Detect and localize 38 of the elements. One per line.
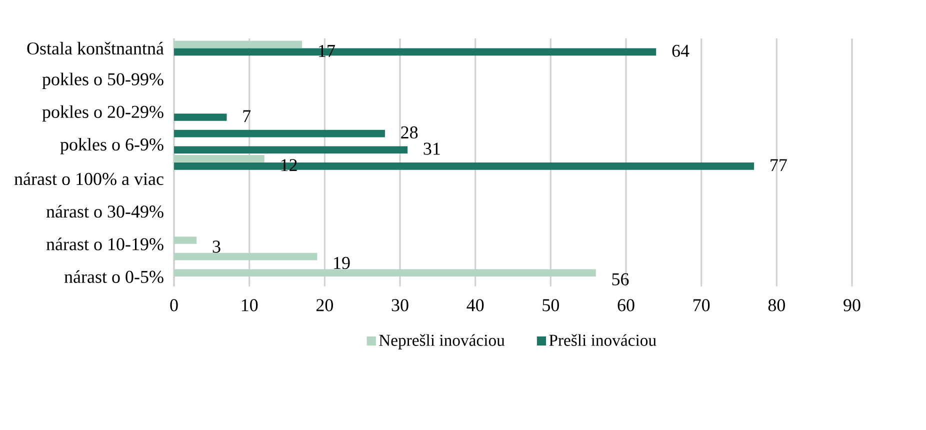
data-label: 56 [612,273,629,286]
data-label: 12 [281,159,297,172]
bar [174,236,197,244]
data-label: 28 [401,126,418,139]
data-label: 64 [672,44,690,57]
y-tick-label: pokles o 20-29% [42,105,164,122]
x-tick-label: 60 [618,299,634,312]
legend-label: Prešli inováciou [549,334,656,346]
x-tick-label: 90 [844,299,860,312]
x-tick-label: 20 [316,299,333,312]
y-tick-label: nárast o 0-5% [64,270,164,283]
bar [174,146,408,154]
y-tick-label: pokles o 50-99% [42,72,164,89]
data-label: 7 [243,110,251,122]
bar [174,155,264,162]
y-tick-label: nárast o 100% a viac [14,172,164,186]
bar [174,252,318,260]
x-tick-label: 50 [542,299,559,312]
bar [174,130,385,138]
x-tick-label: 70 [694,299,710,312]
y-tick-label: nárast o 10-19% [46,238,164,250]
data-label: 17 [319,44,335,57]
y-tick-label: Ostala konštnantná [27,42,164,55]
y-tick-label: pokles o 6-9% [60,138,164,154]
bar [174,114,227,121]
data-label: 31 [424,142,440,155]
x-tick-label: 10 [242,299,258,312]
data-label: 3 [212,240,220,253]
legend-label: Neprešli inováciou [379,334,505,350]
x-tick-label: 30 [392,299,408,312]
x-tick-label: 80 [768,299,785,312]
data-label: 77 [770,159,787,171]
x-tick-label: 40 [466,299,484,312]
y-tick-label: nárast o 30-49% [46,204,164,218]
x-tick-label: 0 [170,299,178,312]
data-label: 19 [334,256,350,270]
bar [174,40,302,48]
bar [174,269,596,277]
